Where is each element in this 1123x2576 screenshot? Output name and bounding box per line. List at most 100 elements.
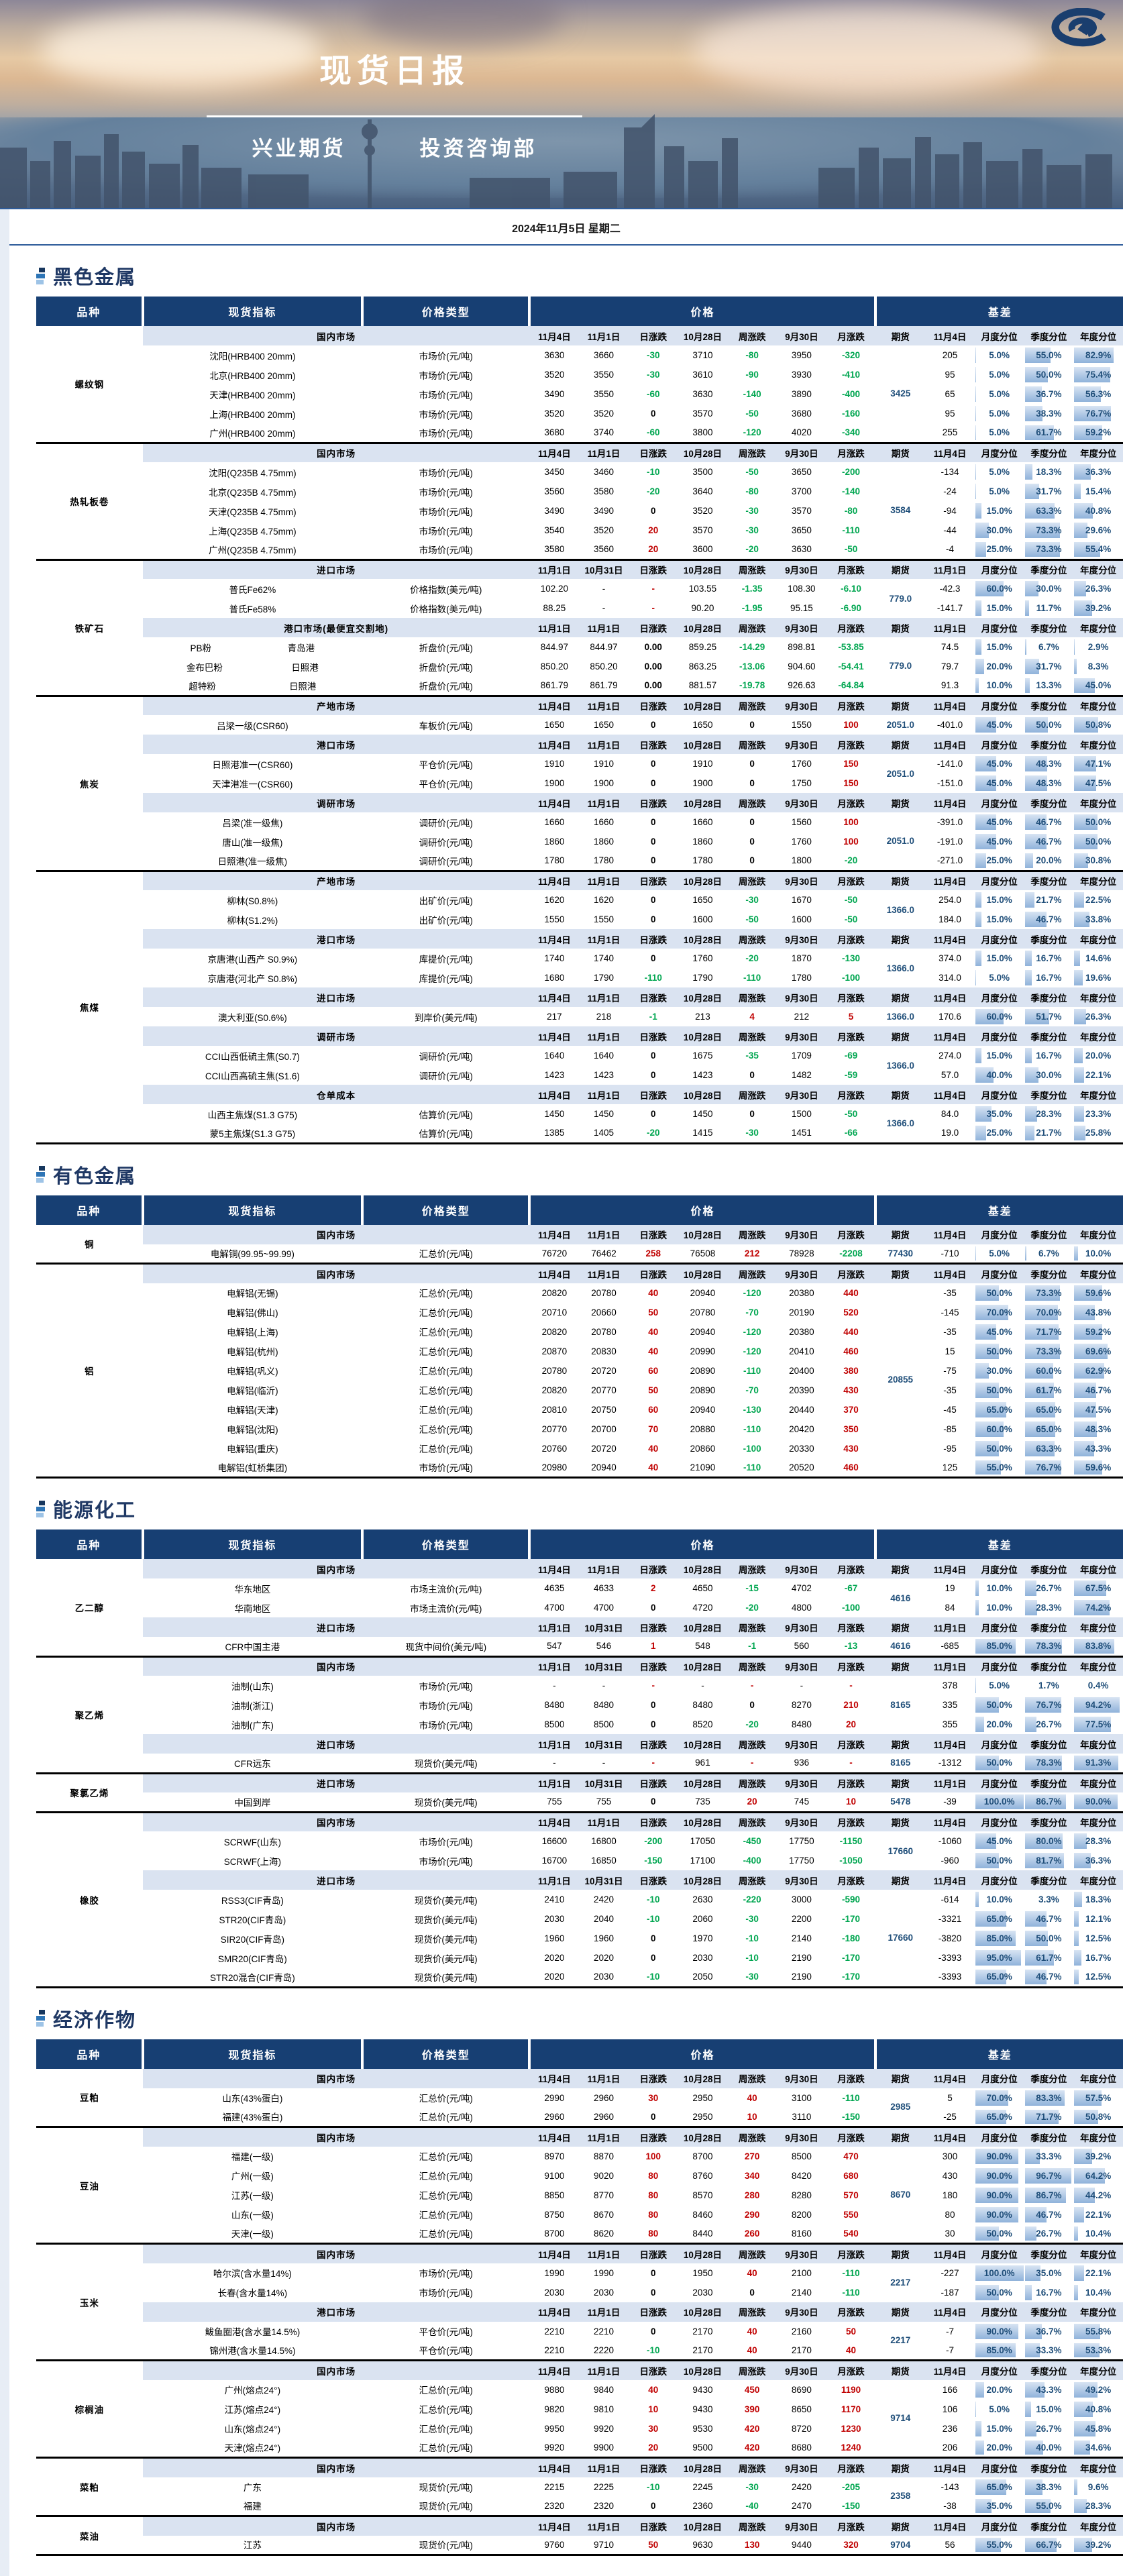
- basis-value: -141.7: [925, 598, 975, 618]
- percentile-cell: 100.0%: [975, 1792, 1024, 1812]
- percentile-cell: 30.8%: [1073, 851, 1123, 871]
- percentile-cell: 61.7%: [1024, 423, 1074, 443]
- price-value: 3520: [529, 365, 579, 384]
- indicator-label: 澳大利亚(S0.6%): [143, 1007, 362, 1026]
- change-value: 40: [727, 2263, 777, 2283]
- price-value: 21090: [678, 1458, 728, 1478]
- percentile-cell: 15.0%: [975, 501, 1024, 521]
- date-column-header: 9月30日: [777, 1870, 826, 1890]
- change-value: -35: [727, 1046, 777, 1065]
- basis-value: 184.0: [925, 910, 975, 929]
- price-type-label: 汇总价(元/吨): [362, 2166, 529, 2186]
- change-value: 0: [727, 851, 777, 871]
- percentile-value: 55.0%: [1036, 350, 1061, 360]
- price-type-label: 市场价(元/吨): [362, 462, 529, 482]
- date-column-header: 9月30日: [777, 1656, 826, 1676]
- variety-name: 豆油: [36, 2127, 143, 2244]
- change-value: -170: [826, 1948, 876, 1968]
- change-value: 460: [826, 1342, 876, 1361]
- price-type-label: 市场价(元/吨): [362, 482, 529, 501]
- price-type-label: 估算价(元/吨): [362, 1104, 529, 1124]
- subgroup-label: 国内市场: [143, 1559, 530, 1578]
- price-value: 3520: [678, 501, 728, 521]
- change-value: 420: [727, 2438, 777, 2458]
- price-type-label: 现货价(美元/吨): [362, 1792, 529, 1812]
- indicator-label: 电解铝(无锡): [143, 1283, 362, 1303]
- percentile-cell: 45.0%: [975, 832, 1024, 851]
- change-value: 0: [629, 1046, 678, 1065]
- basis-value: -4: [925, 540, 975, 559]
- date-column-header: 日涨跌: [629, 2302, 678, 2322]
- date-column-header: 11月1日: [579, 443, 629, 462]
- percentile-bar: [975, 912, 981, 927]
- price-value: 1450: [678, 1104, 728, 1124]
- price-value: 9430: [678, 2380, 728, 2400]
- percentile-bar: [1074, 581, 1085, 596]
- change-value: -150: [826, 2497, 876, 2516]
- futures-column-header: 期货: [875, 735, 925, 754]
- price-value: 1800: [777, 851, 826, 871]
- basis-value: -3393: [925, 1948, 975, 1968]
- change-value: 1190: [826, 2380, 876, 2400]
- change-value: -10: [629, 2341, 678, 2361]
- indicator-port: 青岛港: [288, 641, 315, 654]
- price-value: 20410: [777, 1342, 826, 1361]
- indicator-port: 日照港: [291, 660, 319, 674]
- percentile-cell: 59.2%: [1073, 423, 1123, 443]
- percentile-bar: [975, 1126, 986, 1140]
- percentile-column-header: 年度分位: [1073, 696, 1123, 715]
- percentile-bar: [975, 678, 979, 693]
- price-value: 2030: [678, 1948, 728, 1968]
- change-value: -30: [727, 1909, 777, 1929]
- percentile-value: 85.0%: [987, 2345, 1012, 2355]
- subgroup-label: 进口市场: [143, 1870, 530, 1890]
- price-value: 8970: [529, 2147, 579, 2166]
- basis-value: -187: [925, 2283, 975, 2302]
- percentile-cell: 69.6%: [1073, 1342, 1123, 1361]
- change-value: -30: [727, 521, 777, 540]
- percentile-value: 78.3%: [1036, 1641, 1061, 1651]
- indicator-label: 电解铝(杭州): [143, 1342, 362, 1361]
- change-value: -10: [629, 1968, 678, 1987]
- percentile-value: 5.0%: [989, 370, 1010, 380]
- price-value: 1423: [579, 1065, 629, 1085]
- price-value: 76508: [678, 1244, 728, 1264]
- price-value: 1760: [777, 832, 826, 851]
- percentile-cell: 85.0%: [975, 1929, 1024, 1948]
- price-value: 2320: [579, 2497, 629, 2516]
- date-column-header: 月涨跌: [826, 2244, 876, 2263]
- price-value: 20940: [678, 1283, 728, 1303]
- percentile-bar: [1025, 970, 1032, 985]
- percentile-bar: [1074, 1048, 1083, 1063]
- percentile-column-header: 月度分位: [975, 929, 1024, 949]
- futures-value: 77430: [875, 1244, 925, 1264]
- percentile-cell: 70.0%: [975, 1303, 1024, 1322]
- futures-value: 4616: [875, 1637, 925, 1656]
- date-column-header: 日涨跌: [629, 793, 678, 812]
- percentile-cell: 10.0%: [975, 676, 1024, 696]
- percentile-value: 20.0%: [1085, 1051, 1111, 1061]
- percentile-cell: 65.0%: [975, 1968, 1024, 1987]
- percentile-value: 10.0%: [987, 1583, 1012, 1593]
- price-value: 20940: [678, 1322, 728, 1342]
- percentile-column-header: 季度分位: [1024, 1870, 1074, 1890]
- percentile-bar: [975, 970, 977, 985]
- price-value: 2170: [777, 2341, 826, 2361]
- percentile-value: 10.4%: [1085, 2229, 1111, 2239]
- section-title-label: 有色金属: [53, 1161, 136, 1189]
- percentile-cell: 48.3%: [1073, 1419, 1123, 1439]
- col-header-indicator: 现货指标: [143, 1529, 362, 1559]
- change-value: -110: [826, 2283, 876, 2302]
- date-column-header: 月涨跌: [826, 1617, 876, 1637]
- price-value: 20780: [579, 1283, 629, 1303]
- price-value: 20420: [777, 1419, 826, 1439]
